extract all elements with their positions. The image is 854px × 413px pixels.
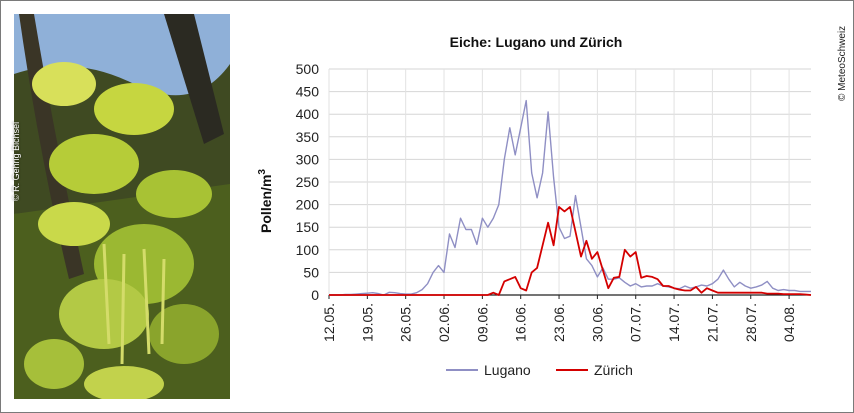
y-ticks: 0 50 100 150 200 250 300 350 400 450 500 — [296, 61, 320, 303]
x-tick-label: 26.05. — [398, 303, 414, 342]
legend-label: Lugano — [484, 362, 531, 378]
y-tick-label: 500 — [296, 61, 320, 77]
x-tick-label: 16.06. — [513, 303, 529, 342]
chart-title: Eiche: Lugano und Zürich — [450, 34, 623, 50]
x-tick-label: 23.06. — [551, 303, 567, 342]
x-tick-label: 28.07. — [743, 303, 759, 342]
x-tick-label: 07.07. — [628, 303, 644, 342]
y-tick-label: 100 — [296, 242, 320, 258]
copyright-text: © MeteoSchweiz — [837, 25, 848, 101]
series-line-lugano — [329, 99, 811, 296]
grid — [328, 68, 811, 296]
x-tick-label: 19.05. — [359, 303, 375, 342]
x-ticks: 12.05. 19.05. 26.05. 02.06. 09.06. 16.06. 23.0… — [321, 295, 797, 342]
x-tick-label: 30.06. — [589, 303, 605, 342]
photo-credit-text: © R. Gehrig Bichsel — [11, 121, 21, 201]
y-tick-label: 450 — [296, 84, 320, 100]
y-axis-label: Pollen/m3 — [257, 169, 274, 233]
x-tick-label: 09.06. — [474, 303, 490, 342]
x-tick-label: 21.07. — [704, 303, 720, 342]
y-axis-label-text: Pollen/m — [258, 175, 274, 233]
x-tick-label: 04.08. — [781, 303, 797, 342]
legend-label: Zürich — [594, 362, 633, 378]
y-axis-label-sup: 3 — [257, 169, 268, 175]
y-tick-label: 50 — [303, 264, 319, 280]
x-tick-label: 12.05. — [321, 303, 337, 342]
y-tick-label: 250 — [296, 174, 320, 190]
y-tick-label: 400 — [296, 106, 320, 122]
pollen-chart: Eiche: Lugano und Zürich Pollen/m3 0 50 10… — [257, 34, 812, 378]
y-tick-label: 350 — [296, 129, 320, 145]
y-tick-label: 150 — [296, 219, 320, 235]
x-tick-label: 14.07. — [666, 303, 682, 342]
y-tick-label: 200 — [296, 197, 320, 213]
x-tick-label: 02.06. — [436, 303, 452, 342]
legend: Lugano Zürich — [446, 362, 633, 378]
oak-photo-image — [14, 14, 230, 399]
series-lines — [329, 99, 812, 296]
y-tick-label: 300 — [296, 151, 320, 167]
y-tick-label: 0 — [311, 287, 319, 303]
oak-photo — [14, 14, 230, 399]
series-line-zrich — [329, 205, 812, 296]
